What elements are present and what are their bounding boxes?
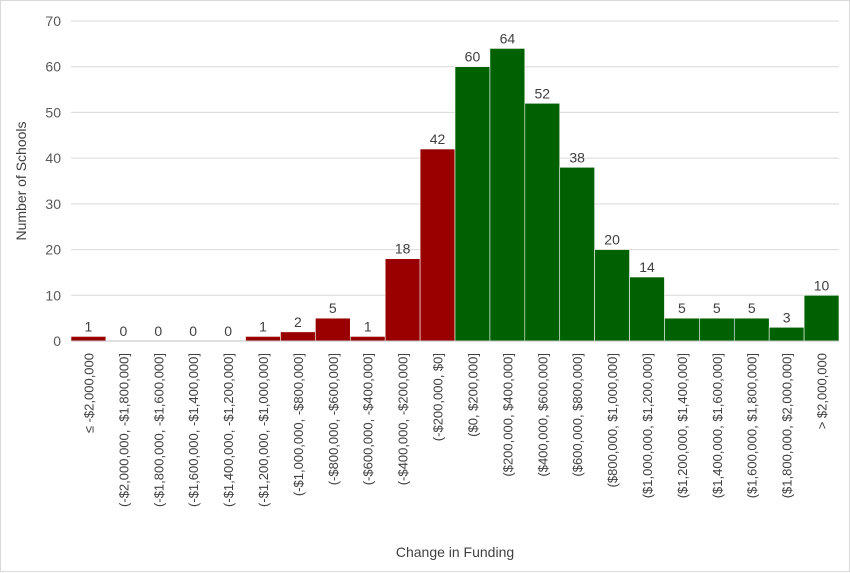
x-tick-label: (-$800,000, -$600,000]	[326, 353, 341, 485]
y-tick-label: 50	[45, 104, 61, 120]
x-axis-title: Change in Funding	[396, 544, 514, 560]
data-label: 1	[85, 318, 93, 334]
x-tick-label: (-$1,400,000, -$1,200,000]	[221, 353, 236, 507]
x-tick-label: ($1,000,000, $1,200,000]	[640, 353, 655, 498]
x-tick-label: > $2,000,000	[815, 353, 830, 429]
data-label: 64	[500, 30, 516, 46]
data-label: 5	[748, 300, 756, 316]
bar	[349, 336, 386, 342]
data-label: 3	[783, 309, 791, 325]
bar	[733, 317, 770, 342]
y-axis-title: Number of Schools	[13, 121, 29, 240]
x-tick-label: (-$1,000,000, -$800,000]	[291, 353, 306, 496]
y-tick-label: 40	[45, 150, 61, 166]
bar	[454, 66, 491, 342]
x-tick-label: ($400,000, $600,000]	[535, 353, 550, 477]
bar	[280, 331, 316, 342]
x-tick-label: (-$1,600,000, -$1,400,000]	[186, 353, 201, 507]
data-label: 18	[395, 241, 411, 257]
bar	[384, 258, 421, 342]
y-tick-label: 70	[45, 13, 61, 29]
bar	[245, 336, 281, 342]
x-tick-label: ≤ -$2,000,000	[81, 353, 96, 433]
y-tick-label: 20	[45, 242, 61, 258]
x-tick-label: ($600,000, $800,000]	[570, 353, 585, 477]
data-label: 0	[154, 323, 162, 339]
x-tick-label: (-$400,000, -$200,000]	[396, 353, 411, 485]
data-label: 0	[119, 323, 127, 339]
x-tick-label: ($1,400,000, $1,600,000]	[710, 353, 725, 498]
data-label: 5	[713, 300, 721, 316]
data-label: 20	[604, 232, 620, 248]
bar	[489, 48, 526, 342]
data-label: 5	[678, 300, 686, 316]
x-tick-label: (-$2,000,000, -$1,800,000]	[116, 353, 131, 507]
x-tick-label: (-$1,200,000, -$1,000,000]	[256, 353, 271, 507]
data-label: 60	[465, 49, 481, 65]
bars	[70, 48, 840, 342]
data-label: 14	[639, 259, 655, 275]
y-tick-label: 30	[45, 196, 61, 212]
data-label: 5	[329, 300, 337, 316]
data-label: 42	[430, 131, 446, 147]
x-tick-label: (-$200,000, $0]	[431, 353, 446, 441]
data-label: 0	[189, 323, 197, 339]
data-label: 1	[364, 318, 372, 334]
x-tick-label: ($1,600,000, $1,800,000]	[745, 353, 760, 498]
bar	[768, 326, 805, 342]
bar	[315, 317, 351, 342]
bar	[803, 294, 840, 342]
x-tick-label: ($0, $200,000]	[465, 353, 480, 437]
y-tick-label: 10	[45, 287, 61, 303]
data-label: 2	[294, 314, 302, 330]
x-tick-label: ($200,000, $400,000]	[500, 353, 515, 477]
y-tick-label: 60	[45, 59, 61, 75]
x-tick-label: ($1,800,000, $2,000,000]	[780, 353, 795, 498]
x-tick-label: ($800,000, $1,000,000]	[605, 353, 620, 487]
data-label: 52	[534, 85, 550, 101]
bar	[70, 336, 107, 342]
data-label: 1	[259, 318, 267, 334]
bar	[524, 102, 561, 342]
bar	[594, 249, 630, 342]
bar	[664, 317, 700, 342]
data-label: 38	[569, 149, 585, 165]
x-tick-label: (-$1,800,000, -$1,600,000]	[151, 353, 166, 507]
data-label: 0	[224, 323, 232, 339]
bar	[699, 317, 735, 342]
bar	[419, 148, 456, 342]
y-tick-label: 0	[53, 333, 61, 349]
bar	[629, 276, 665, 342]
x-tick-label: ($1,200,000, $1,400,000]	[675, 353, 690, 498]
x-tick-label: (-$600,000, -$400,000]	[361, 353, 376, 485]
data-label: 10	[814, 277, 830, 293]
bar	[559, 166, 595, 342]
